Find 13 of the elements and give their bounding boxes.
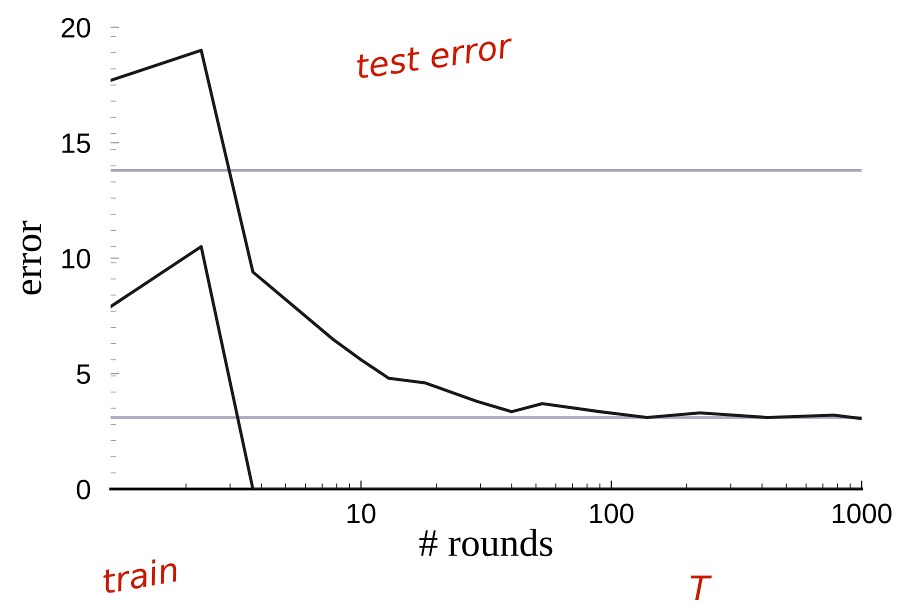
x-tick-label: 100: [590, 504, 634, 524]
text: T: [690, 576, 712, 600]
annotation: test error: [356, 34, 514, 80]
y-tick-label: 0: [76, 480, 90, 500]
y-tick-label: 10: [62, 248, 90, 268]
x-axis-title: # rounds: [419, 528, 552, 556]
x-tick-label: 10: [348, 504, 376, 524]
y-tick-label: 5: [76, 364, 90, 384]
x-tick-label: 1000: [832, 504, 892, 524]
y-axis-title: error: [22, 220, 42, 294]
y-tick-label: 15: [62, 134, 90, 154]
text: train: [102, 556, 178, 594]
y-tick-label: 20: [62, 18, 90, 38]
